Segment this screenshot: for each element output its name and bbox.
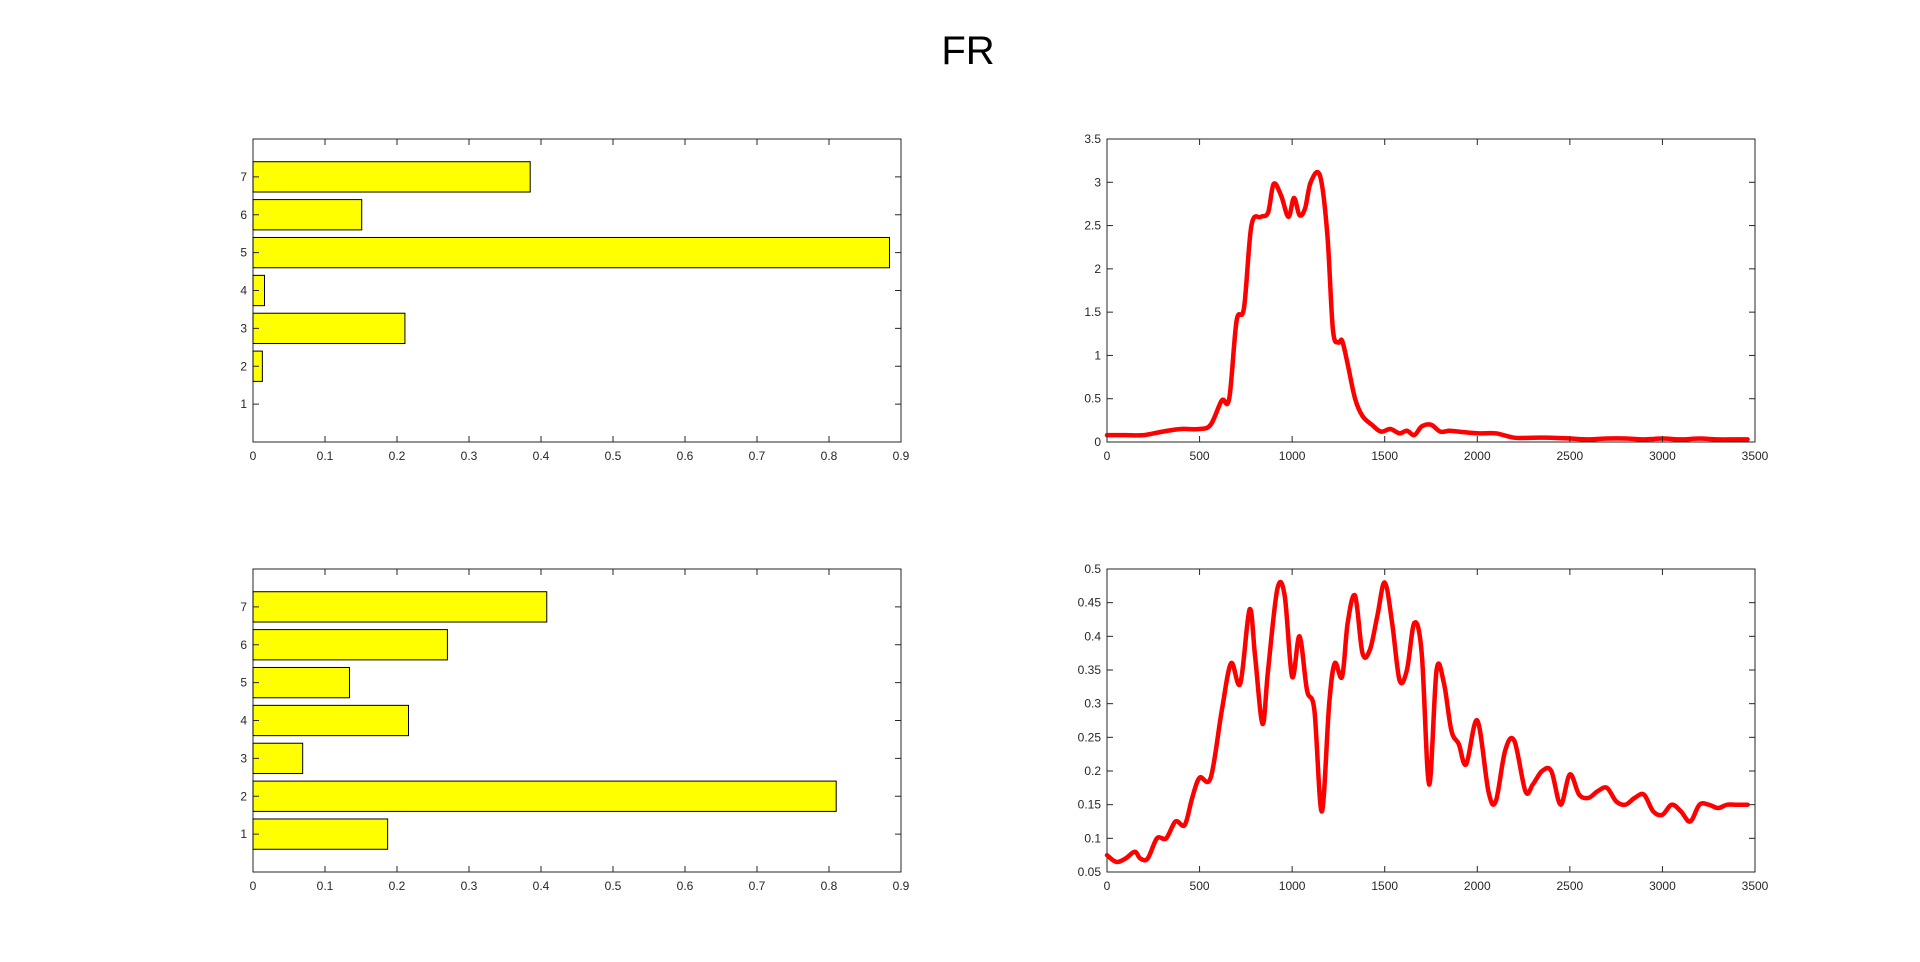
y-tick-label: 3 (240, 751, 247, 765)
series-line (1104, 169, 1750, 442)
bar-3 (252, 742, 304, 775)
x-tick-label: 0 (1104, 879, 1111, 893)
y-tick-label: 2 (240, 789, 247, 803)
bar-1 (252, 818, 389, 850)
x-tick-label: 0 (250, 879, 257, 893)
x-tick-label: 0.1 (317, 879, 334, 893)
y-tick-label: 4 (240, 714, 247, 728)
bar-3 (252, 312, 406, 345)
x-tick-label: 3500 (1742, 449, 1769, 463)
y-tick-label: 1 (240, 827, 247, 841)
y-tick-label: 5 (240, 246, 247, 260)
x-tick-label: 0 (1104, 449, 1111, 463)
y-tick-label: 0.2 (1084, 764, 1101, 778)
chart-top-left: 0 0.1 0.2 0.3 0.4 0.5 0.6 0.7 0.8 0.9 1 2 3 4 5 6 7 (240, 138, 910, 463)
x-tick-label: 2000 (1464, 879, 1491, 893)
y-tick-label: 3.5 (1084, 132, 1101, 146)
x-tick-label: 1500 (1371, 449, 1398, 463)
y-tick-label: 0.4 (1084, 629, 1101, 643)
x-tick-label: 500 (1190, 879, 1210, 893)
x-tick-label: 0 (250, 449, 257, 463)
y-tick-label: 0.05 (1078, 865, 1102, 879)
y-tick-label: 0.25 (1078, 730, 1102, 744)
x-tick-label: 1000 (1279, 879, 1306, 893)
y-tick-label: 2 (240, 359, 247, 373)
x-tick-label: 2000 (1464, 449, 1491, 463)
bar-7 (252, 161, 531, 193)
x-tick-label: 0.9 (893, 879, 910, 893)
x-tick-label: 0.1 (317, 449, 334, 463)
x-tick-label: 0.3 (461, 879, 478, 893)
bar-6 (252, 199, 363, 231)
bar-5 (252, 666, 350, 699)
x-tick-label: 0.4 (533, 879, 550, 893)
y-tick-label: 0.5 (1084, 392, 1101, 406)
x-tick-label: 0.7 (749, 879, 766, 893)
chart-bottom-right: 0 500 1000 1500 2000 2500 3000 3500 0.05 0.1 0.15 0… (1078, 562, 1769, 893)
x-tick-label: 3500 (1742, 879, 1769, 893)
y-tick-label: 0.3 (1084, 697, 1101, 711)
x-tick-label: 0.3 (461, 449, 478, 463)
y-tick-label: 0.1 (1084, 831, 1101, 845)
bar-7 (252, 591, 548, 623)
x-tick-label: 0.8 (821, 879, 838, 893)
x-tick-label: 0.5 (605, 449, 622, 463)
x-tick-label: 0.6 (677, 449, 694, 463)
y-tick-label: 0.15 (1078, 798, 1102, 812)
axes-box (1106, 138, 1756, 443)
x-tick-label: 0.4 (533, 449, 550, 463)
y-tick-label: 7 (240, 600, 247, 614)
y-tick-label: 2 (1094, 262, 1101, 276)
x-tick-label: 0.2 (389, 449, 406, 463)
series-line (1104, 579, 1750, 865)
x-tick-label: 2500 (1557, 449, 1584, 463)
y-tick-label: 1.5 (1084, 305, 1101, 319)
x-tick-label: 2500 (1557, 879, 1584, 893)
x-tick-label: 3000 (1649, 879, 1676, 893)
x-tick-label: 0.2 (389, 879, 406, 893)
x-tick-label: 0.6 (677, 879, 694, 893)
bar-2 (252, 780, 837, 812)
y-tick-label: 0.45 (1078, 596, 1102, 610)
x-tick-label: 3000 (1649, 449, 1676, 463)
y-tick-label: 1 (240, 397, 247, 411)
figure-title: FR (941, 29, 994, 73)
x-tick-label: 1000 (1279, 449, 1306, 463)
y-tick-label: 2.5 (1084, 219, 1101, 233)
axes-box (1106, 568, 1756, 873)
y-tick-label: 0 (1094, 435, 1101, 449)
bar-6 (252, 629, 448, 661)
chart-bottom-left: 0 0.1 0.2 0.3 0.4 0.5 0.6 0.7 0.8 0.9 1 2 3 4 5 6 7 (240, 568, 910, 893)
chart-top-right: 0 500 1000 1500 2000 2500 3000 3500 0 0.5 1 1.5 2 2.5… (1084, 132, 1768, 463)
x-tick-label: 0.7 (749, 449, 766, 463)
y-tick-label: 4 (240, 284, 247, 298)
bar-4 (252, 704, 410, 737)
y-tick-label: 3 (1094, 175, 1101, 189)
x-tick-label: 1500 (1371, 879, 1398, 893)
bar-5 (252, 236, 890, 269)
y-tick-label: 0.35 (1078, 663, 1102, 677)
x-tick-label: 0.9 (893, 449, 910, 463)
y-tick-label: 7 (240, 170, 247, 184)
y-tick-label: 5 (240, 676, 247, 690)
x-tick-label: 0.5 (605, 879, 622, 893)
y-tick-label: 3 (240, 321, 247, 335)
x-tick-label: 500 (1190, 449, 1210, 463)
y-tick-label: 0.5 (1084, 562, 1101, 576)
x-tick-label: 0.8 (821, 449, 838, 463)
y-tick-label: 6 (240, 638, 247, 652)
y-tick-label: 6 (240, 208, 247, 222)
y-tick-label: 1 (1094, 348, 1101, 362)
